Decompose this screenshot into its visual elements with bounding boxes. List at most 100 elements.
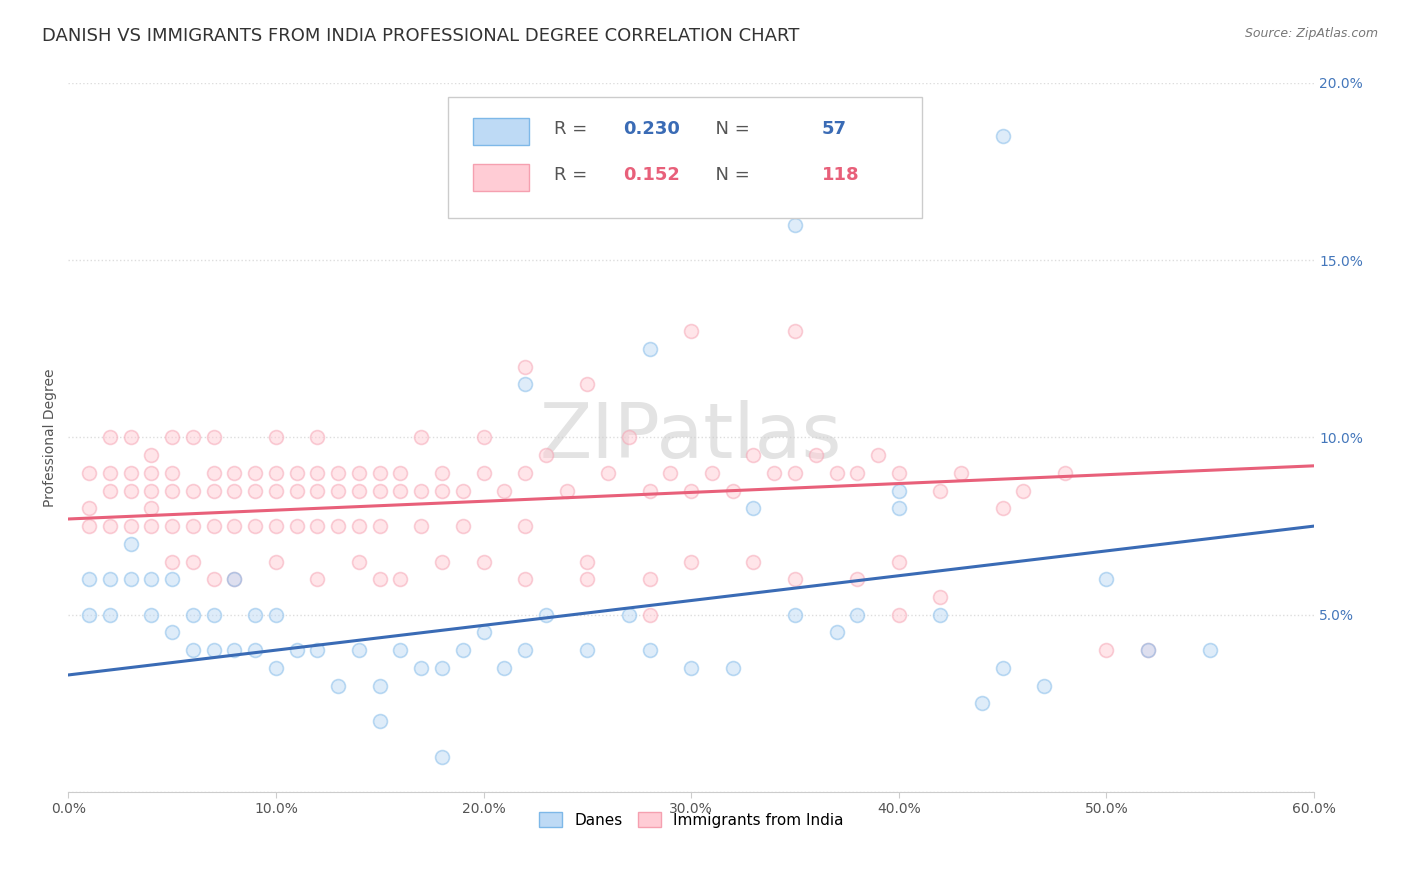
Point [307, 519, 329, 533]
Point [368, 572, 391, 586]
Point [243, 607, 266, 622]
Point [77, 466, 100, 480]
Point [783, 466, 806, 480]
Point [307, 643, 329, 657]
Point [721, 661, 744, 675]
Point [202, 483, 225, 498]
Point [681, 483, 703, 498]
Text: 57: 57 [823, 120, 846, 138]
Text: R =: R = [554, 166, 593, 184]
Point [430, 661, 453, 675]
Text: 0.152: 0.152 [623, 166, 679, 184]
Point [846, 572, 869, 586]
Point [598, 466, 620, 480]
Point [368, 679, 391, 693]
Point [638, 342, 661, 356]
FancyBboxPatch shape [474, 163, 529, 191]
Point [181, 555, 204, 569]
Point [638, 643, 661, 657]
Point [160, 625, 183, 640]
Point [638, 483, 661, 498]
Point [120, 572, 142, 586]
Point [243, 466, 266, 480]
Point [451, 643, 474, 657]
Point [389, 572, 412, 586]
Point [534, 607, 557, 622]
Point [120, 537, 142, 551]
Point [160, 466, 183, 480]
Point [120, 483, 142, 498]
Point [555, 483, 578, 498]
Point [224, 483, 246, 498]
Point [617, 607, 640, 622]
Point [202, 466, 225, 480]
Point [617, 430, 640, 444]
Point [576, 572, 599, 586]
Point [98, 483, 121, 498]
Point [224, 643, 246, 657]
Point [389, 483, 412, 498]
Point [576, 377, 599, 392]
Point [825, 466, 848, 480]
Text: 118: 118 [823, 166, 859, 184]
Point [430, 555, 453, 569]
Point [347, 466, 370, 480]
Point [202, 607, 225, 622]
Point [160, 519, 183, 533]
Point [868, 448, 890, 462]
Text: DANISH VS IMMIGRANTS FROM INDIA PROFESSIONAL DEGREE CORRELATION CHART: DANISH VS IMMIGRANTS FROM INDIA PROFESSI… [42, 27, 800, 45]
Text: R =: R = [554, 120, 593, 138]
Point [742, 448, 765, 462]
Point [700, 466, 723, 480]
Point [224, 519, 246, 533]
Point [411, 483, 433, 498]
Point [825, 625, 848, 640]
Point [1137, 643, 1160, 657]
Text: N =: N = [703, 120, 755, 138]
Point [160, 555, 183, 569]
Point [202, 430, 225, 444]
Point [141, 572, 163, 586]
Point [264, 607, 287, 622]
Point [347, 519, 370, 533]
Point [264, 661, 287, 675]
Point [1199, 643, 1222, 657]
Point [328, 519, 350, 533]
Point [141, 466, 163, 480]
Point [430, 483, 453, 498]
Point [681, 324, 703, 338]
Point [368, 519, 391, 533]
Point [202, 572, 225, 586]
Point [328, 466, 350, 480]
Point [347, 483, 370, 498]
Point [494, 661, 516, 675]
Point [285, 643, 308, 657]
Point [472, 430, 495, 444]
Point [681, 555, 703, 569]
Point [181, 483, 204, 498]
FancyBboxPatch shape [449, 97, 922, 218]
Point [783, 607, 806, 622]
Point [887, 607, 910, 622]
Point [991, 501, 1014, 516]
Point [659, 466, 682, 480]
Point [929, 607, 952, 622]
Point [98, 519, 121, 533]
Point [783, 572, 806, 586]
Point [887, 466, 910, 480]
Point [368, 714, 391, 728]
Point [141, 519, 163, 533]
Point [264, 430, 287, 444]
Point [243, 483, 266, 498]
Point [451, 483, 474, 498]
Point [472, 625, 495, 640]
Point [307, 466, 329, 480]
Point [783, 324, 806, 338]
Point [576, 555, 599, 569]
Point [494, 483, 516, 498]
Text: 0.230: 0.230 [623, 120, 679, 138]
Point [285, 519, 308, 533]
Point [804, 448, 827, 462]
Point [950, 466, 973, 480]
Y-axis label: Professional Degree: Professional Degree [44, 368, 58, 507]
